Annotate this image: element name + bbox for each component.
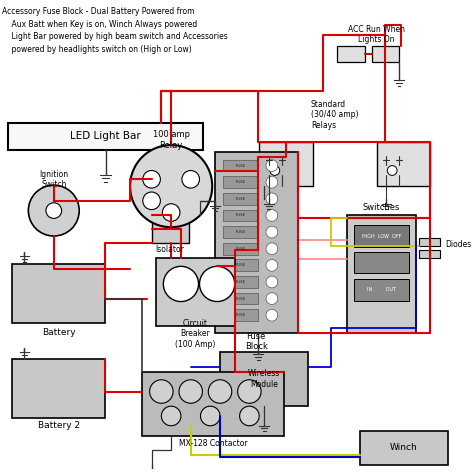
Circle shape	[266, 293, 278, 304]
Bar	[220, 352, 308, 406]
Bar	[152, 216, 189, 243]
Text: FUSE: FUSE	[236, 230, 246, 234]
Circle shape	[201, 406, 220, 426]
Circle shape	[150, 380, 173, 403]
Circle shape	[143, 192, 160, 210]
Bar	[419, 250, 440, 257]
Text: Diodes: Diodes	[445, 240, 471, 249]
Bar	[419, 238, 440, 246]
Bar	[337, 46, 365, 62]
Text: FUSE: FUSE	[236, 247, 246, 251]
Text: 100 amp
Relay: 100 amp Relay	[153, 130, 190, 150]
Bar	[223, 276, 258, 288]
Bar	[354, 279, 409, 301]
Circle shape	[163, 204, 180, 221]
Bar	[215, 152, 298, 333]
Bar	[223, 193, 258, 205]
Text: Circuit
Breaker
(100 Amp): Circuit Breaker (100 Amp)	[175, 319, 216, 349]
Bar	[223, 259, 258, 271]
Circle shape	[164, 266, 199, 301]
Bar	[223, 293, 258, 304]
Circle shape	[161, 406, 181, 426]
Text: FUSE: FUSE	[236, 164, 246, 168]
Circle shape	[266, 160, 278, 172]
Text: Isolator: Isolator	[156, 245, 184, 254]
Circle shape	[266, 226, 278, 238]
Circle shape	[266, 210, 278, 221]
Text: IN         OUT: IN OUT	[367, 287, 396, 292]
Text: Ignition
Switch: Ignition Switch	[39, 170, 68, 189]
Text: FUSE: FUSE	[236, 297, 246, 301]
Circle shape	[130, 145, 212, 227]
Bar	[12, 359, 105, 418]
Circle shape	[200, 266, 235, 301]
Circle shape	[28, 185, 79, 236]
Text: FUSE: FUSE	[236, 180, 246, 184]
Bar	[347, 216, 416, 333]
Circle shape	[266, 176, 278, 188]
Text: FUSE: FUSE	[236, 213, 246, 218]
Circle shape	[46, 203, 62, 219]
Circle shape	[387, 165, 397, 175]
Circle shape	[266, 276, 278, 288]
Text: MX-128 Contactor: MX-128 Contactor	[179, 439, 247, 448]
Text: LED Light Bar: LED Light Bar	[70, 131, 141, 141]
Text: HIGH  LOW  OFF: HIGH LOW OFF	[362, 234, 401, 238]
Text: FUSE: FUSE	[236, 264, 246, 267]
Circle shape	[208, 380, 232, 403]
Circle shape	[266, 259, 278, 271]
Circle shape	[143, 171, 160, 188]
Bar	[223, 226, 258, 238]
Bar	[223, 243, 258, 255]
Text: Fuse
Block: Fuse Block	[245, 332, 268, 351]
Text: Standard
(30/40 amp)
Relays: Standard (30/40 amp) Relays	[311, 100, 358, 130]
Circle shape	[270, 165, 280, 175]
Text: Accessory Fuse Block - Dual Battery Powered from
    Aux Batt when Key is on, Wi: Accessory Fuse Block - Dual Battery Powe…	[2, 7, 228, 54]
Bar	[12, 264, 105, 323]
Circle shape	[266, 243, 278, 255]
Bar	[223, 210, 258, 221]
Circle shape	[179, 380, 202, 403]
Text: FUSE: FUSE	[236, 197, 246, 201]
Bar	[142, 372, 283, 436]
Text: Switches: Switches	[363, 203, 400, 212]
Circle shape	[182, 171, 200, 188]
Bar	[354, 225, 409, 247]
Circle shape	[266, 310, 278, 321]
Bar	[8, 123, 203, 150]
Text: Battery 2: Battery 2	[37, 421, 80, 430]
Text: Winch: Winch	[390, 443, 418, 452]
Bar	[354, 252, 409, 273]
Bar	[223, 310, 258, 321]
Bar	[223, 160, 258, 172]
Bar	[259, 142, 313, 186]
Bar	[360, 431, 448, 465]
Bar	[223, 176, 258, 188]
Text: FUSE: FUSE	[236, 313, 246, 317]
Bar	[376, 142, 430, 186]
Bar	[156, 257, 235, 326]
Circle shape	[237, 380, 261, 403]
Bar	[372, 46, 399, 62]
Text: ACC Run When
Lights On: ACC Run When Lights On	[348, 25, 405, 44]
Circle shape	[266, 193, 278, 205]
Text: Wireless
Module: Wireless Module	[248, 369, 280, 389]
Circle shape	[239, 406, 259, 426]
Text: FUSE: FUSE	[236, 280, 246, 284]
Text: Battery: Battery	[42, 328, 75, 337]
